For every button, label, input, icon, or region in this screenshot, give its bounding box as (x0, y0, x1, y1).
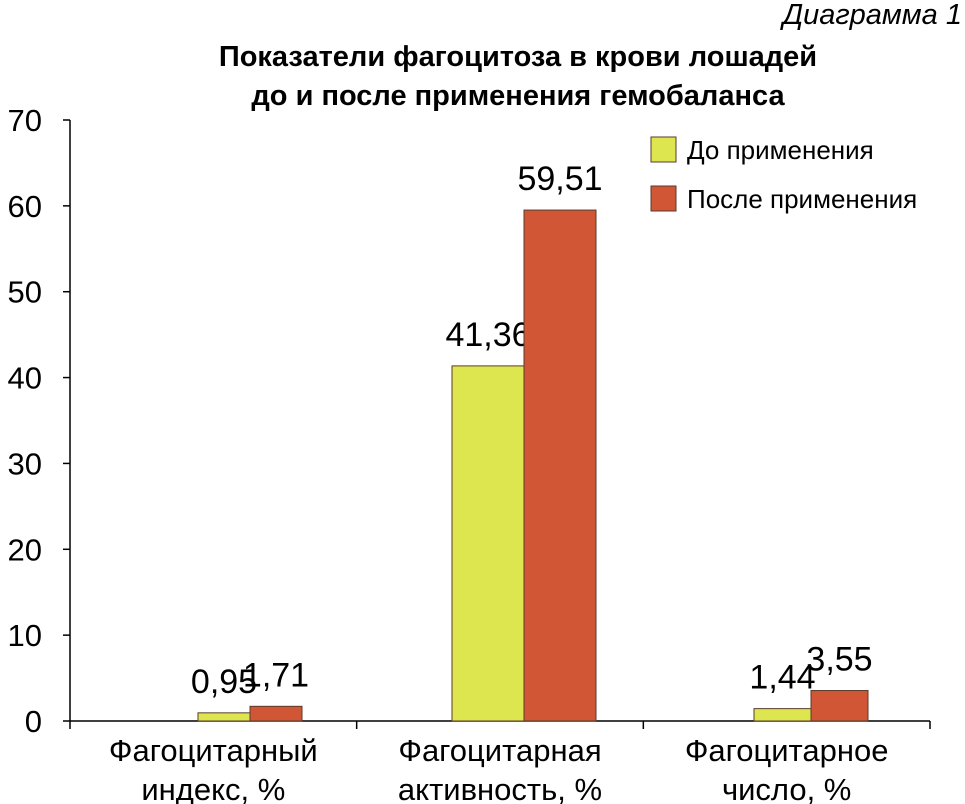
chart-title-line-1: Показатели фагоцитоза в крови лошадей (219, 41, 817, 73)
bar (197, 712, 251, 722)
data-label: 1,44 (749, 659, 815, 697)
y-tick-label: 60 (8, 189, 42, 224)
y-tick-label: 30 (8, 446, 42, 481)
legend-label: До применения (687, 135, 874, 165)
category-label: индекс, % (141, 772, 285, 804)
chart-title-line-2: до и после применения гемобаланса (251, 80, 785, 112)
data-label: 1,71 (243, 656, 309, 694)
data-label: 59,51 (517, 160, 602, 198)
bar (810, 690, 869, 722)
plot-area: 0 10 20 30 40 50 60 70 Фагоцитарный индекс, % 0,95… (8, 103, 931, 804)
bar (753, 708, 812, 722)
bar (249, 705, 303, 722)
y-tick-label: 20 (8, 532, 42, 567)
legend-swatch (650, 185, 677, 212)
y-tick-label: 50 (8, 275, 42, 310)
data-label: 41,36 (445, 316, 530, 354)
category-label: Фагоцитарный (109, 733, 318, 768)
bar (523, 209, 597, 722)
category-label: активность, % (398, 772, 602, 804)
y-tick-label: 10 (8, 618, 42, 653)
legend-label: После применения (687, 184, 917, 214)
legend-swatch (650, 136, 677, 163)
diagram-caption: Диаграмма 1 (780, 0, 962, 31)
data-label: 0,95 (191, 663, 257, 701)
y-tick-label: 40 (8, 361, 42, 396)
bar (451, 365, 525, 722)
category-label: Фагоцитарная (398, 733, 601, 768)
data-label: 3,55 (806, 641, 872, 679)
category-label: число, % (722, 772, 851, 804)
category-label: Фагоцитарное (685, 733, 889, 768)
y-tick-label: 70 (8, 103, 42, 138)
y-tick-label: 0 (25, 704, 42, 739)
legend: До применения После применения (650, 135, 917, 214)
